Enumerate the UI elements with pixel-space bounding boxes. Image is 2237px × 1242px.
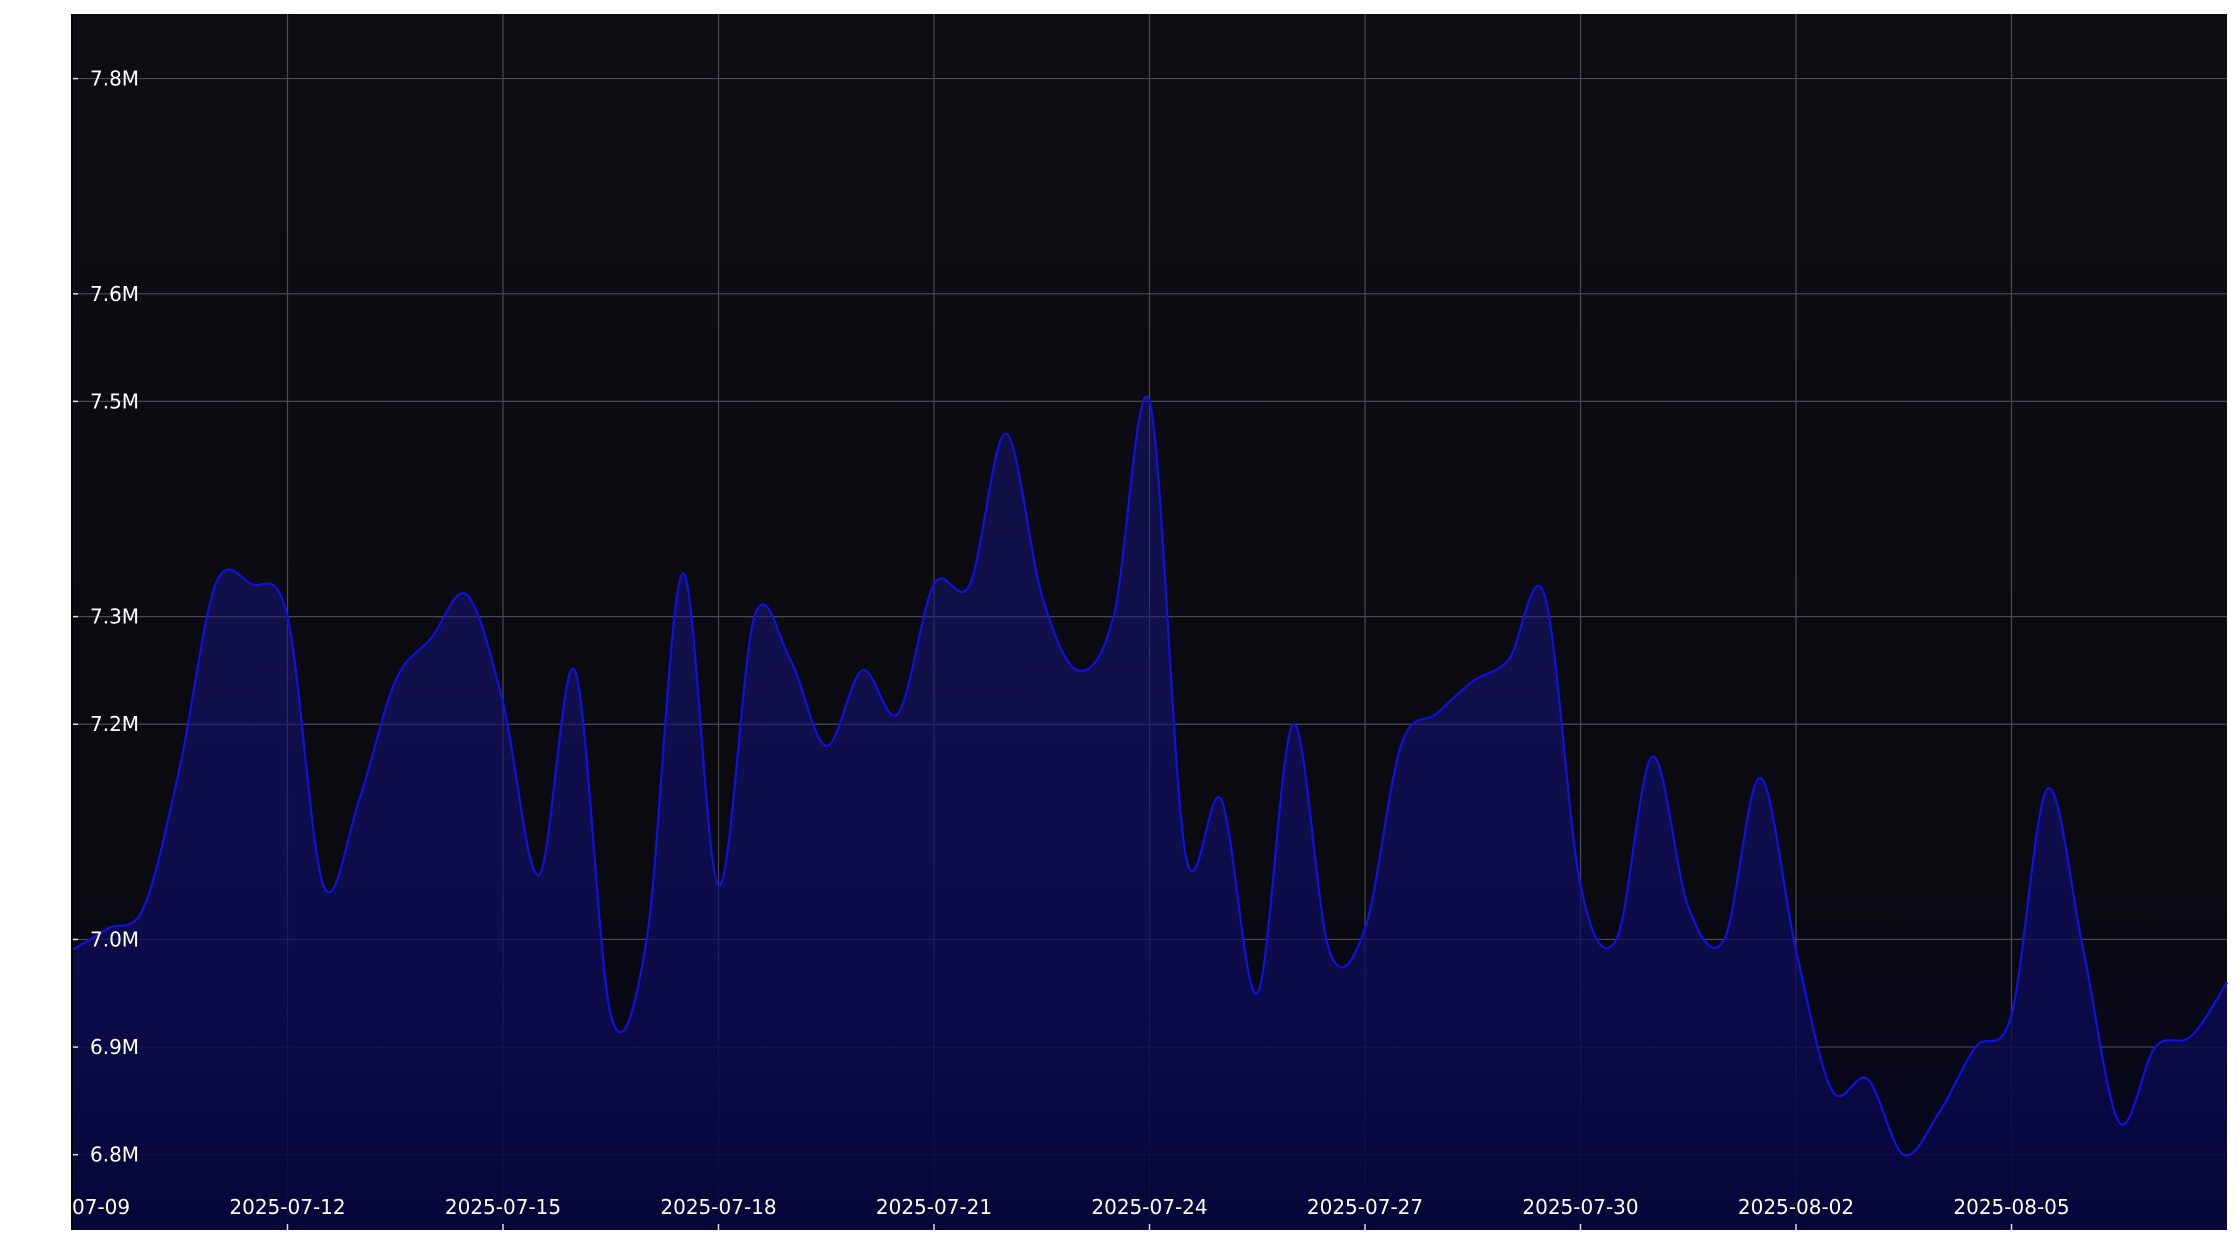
x-tick-label: 2025-07-27 (1307, 1195, 1423, 1219)
y-axis-ticks: 6.8M 6.9M 7.0M 7.2M 7.3M 7.5M 7.6M 7.8M (72, 67, 139, 1167)
y-tick-label: 7.5M (90, 389, 139, 413)
x-tick-label: 07-09 (72, 1195, 130, 1219)
x-tick-label: 2025-08-02 (1738, 1195, 1854, 1219)
y-tick-label: 7.2M (90, 712, 139, 736)
y-tick-label: 7.8M (90, 67, 139, 91)
y-tick-label: 7.6M (90, 282, 139, 306)
y-tick-label: 6.8M (90, 1143, 139, 1167)
y-tick-label: 6.9M (90, 1035, 139, 1059)
x-tick-label: 2025-07-30 (1522, 1195, 1638, 1219)
series-line (71, 395, 2228, 1157)
x-tick-label: 2025-07-21 (876, 1195, 992, 1219)
x-tick-label: 2025-07-15 (445, 1195, 561, 1219)
x-tick-label: 2025-07-24 (1091, 1195, 1207, 1219)
x-tick-label: 2025-08-05 (1953, 1195, 2069, 1219)
data-layer (71, 395, 2228, 1230)
x-tick-label: 2025-07-12 (229, 1195, 345, 1219)
y-tick-label: 7.0M (90, 927, 139, 951)
y-tick-label: 7.3M (90, 605, 139, 629)
series-area (72, 396, 2227, 1230)
x-axis-ticks: 07-09 2025-07-12 2025-07-15 2025-07-18 2025-… (71, 1195, 2070, 1230)
x-tick-label: 2025-07-18 (660, 1195, 776, 1219)
